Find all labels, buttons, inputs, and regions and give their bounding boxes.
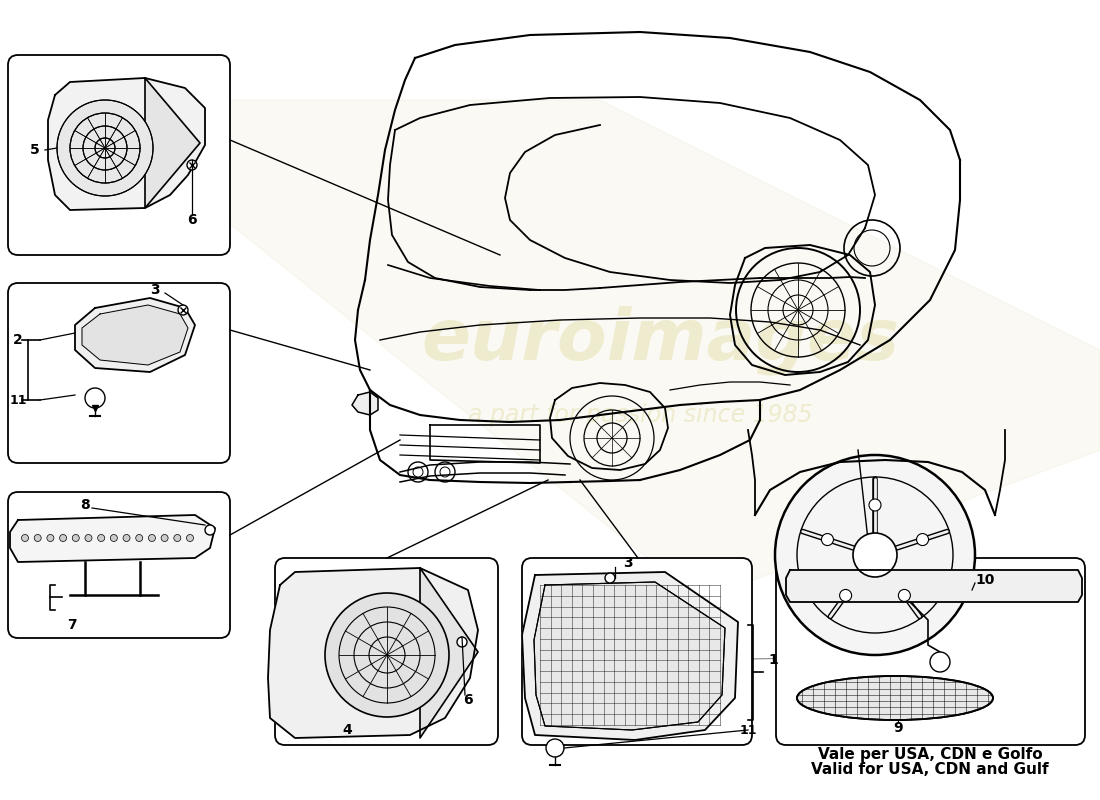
Polygon shape bbox=[352, 392, 378, 415]
Circle shape bbox=[839, 590, 851, 602]
Polygon shape bbox=[48, 78, 205, 210]
Text: 4: 4 bbox=[342, 723, 352, 737]
Text: 10: 10 bbox=[975, 573, 994, 587]
Text: 8: 8 bbox=[80, 498, 90, 512]
Circle shape bbox=[187, 160, 197, 170]
Circle shape bbox=[187, 534, 194, 542]
Polygon shape bbox=[420, 568, 478, 738]
Polygon shape bbox=[786, 570, 1082, 602]
FancyBboxPatch shape bbox=[8, 492, 230, 638]
Text: 5: 5 bbox=[30, 143, 40, 157]
Circle shape bbox=[161, 534, 168, 542]
Circle shape bbox=[135, 534, 143, 542]
Circle shape bbox=[605, 573, 615, 583]
Text: 7: 7 bbox=[67, 618, 77, 632]
Text: a part for passion since 1985: a part for passion since 1985 bbox=[468, 403, 812, 427]
Circle shape bbox=[57, 100, 153, 196]
Circle shape bbox=[916, 534, 928, 546]
FancyBboxPatch shape bbox=[8, 283, 230, 463]
Polygon shape bbox=[268, 568, 478, 738]
Polygon shape bbox=[75, 298, 195, 372]
Text: 3: 3 bbox=[151, 283, 160, 297]
Polygon shape bbox=[200, 100, 1100, 600]
Circle shape bbox=[85, 534, 92, 542]
Polygon shape bbox=[10, 515, 214, 562]
Text: euroimages: euroimages bbox=[421, 306, 899, 374]
Polygon shape bbox=[145, 78, 200, 208]
Circle shape bbox=[110, 534, 118, 542]
Text: 11: 11 bbox=[739, 723, 757, 737]
Circle shape bbox=[148, 534, 155, 542]
Text: Vale per USA, CDN e Golfo: Vale per USA, CDN e Golfo bbox=[817, 747, 1043, 762]
FancyBboxPatch shape bbox=[776, 558, 1085, 745]
Circle shape bbox=[174, 534, 180, 542]
Circle shape bbox=[85, 388, 104, 408]
Circle shape bbox=[822, 534, 834, 546]
Circle shape bbox=[123, 534, 130, 542]
FancyBboxPatch shape bbox=[275, 558, 498, 745]
Circle shape bbox=[73, 534, 79, 542]
Ellipse shape bbox=[798, 676, 993, 720]
Polygon shape bbox=[534, 582, 725, 730]
Text: 6: 6 bbox=[187, 213, 197, 227]
Circle shape bbox=[930, 652, 950, 672]
FancyBboxPatch shape bbox=[8, 55, 230, 255]
Text: 2: 2 bbox=[13, 333, 23, 347]
Circle shape bbox=[899, 590, 911, 602]
Polygon shape bbox=[82, 305, 188, 365]
Circle shape bbox=[776, 455, 975, 655]
Circle shape bbox=[98, 534, 104, 542]
Circle shape bbox=[34, 534, 41, 542]
Circle shape bbox=[869, 499, 881, 511]
FancyBboxPatch shape bbox=[522, 558, 752, 745]
Text: 3: 3 bbox=[624, 556, 632, 570]
Text: 9: 9 bbox=[893, 721, 903, 735]
Text: 11: 11 bbox=[9, 394, 26, 406]
Polygon shape bbox=[522, 572, 738, 740]
Circle shape bbox=[178, 305, 188, 315]
Circle shape bbox=[47, 534, 54, 542]
Circle shape bbox=[59, 534, 67, 542]
Text: Valid for USA, CDN and Gulf: Valid for USA, CDN and Gulf bbox=[811, 762, 1048, 778]
Circle shape bbox=[852, 533, 896, 577]
Circle shape bbox=[205, 525, 214, 535]
Circle shape bbox=[324, 593, 449, 717]
Text: 1: 1 bbox=[768, 653, 778, 667]
Circle shape bbox=[456, 637, 468, 647]
Text: 6: 6 bbox=[463, 693, 473, 707]
Circle shape bbox=[22, 534, 29, 542]
Circle shape bbox=[546, 739, 564, 757]
